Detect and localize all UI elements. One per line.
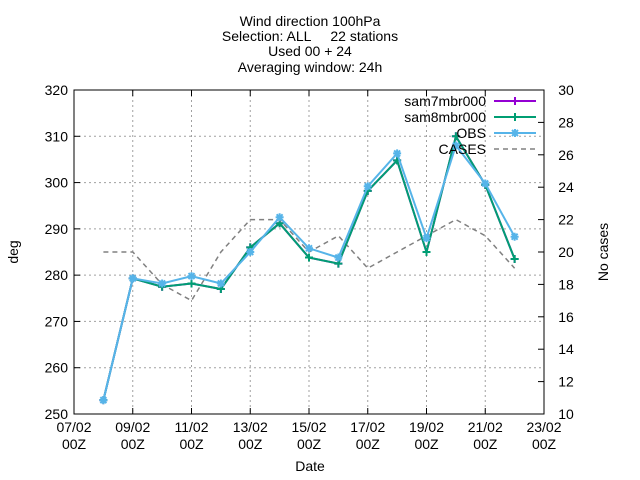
- data-point: [393, 149, 402, 158]
- x-tick-label-hour: 00Z: [473, 436, 498, 452]
- y2-tick-label: 26: [558, 147, 574, 163]
- x-axis-label: Date: [295, 458, 325, 474]
- x-tick-label-hour: 00Z: [179, 436, 204, 452]
- y-tick-label: 250: [45, 406, 69, 422]
- y-tick-label: 290: [45, 221, 69, 237]
- y2-tick-label: 22: [558, 212, 574, 228]
- y2-tick-label: 30: [558, 82, 574, 98]
- data-point: [246, 248, 255, 256]
- data-point: [510, 254, 519, 263]
- x-tick-label-date: 19/02: [409, 419, 444, 435]
- data-point: [363, 182, 372, 191]
- y2-tick-label: 18: [558, 276, 574, 292]
- legend-label: CASES: [439, 141, 486, 157]
- x-tick-label-date: 11/02: [175, 419, 209, 435]
- y2-tick-label: 16: [558, 309, 574, 325]
- x-tick-label-hour: 00Z: [238, 436, 263, 452]
- y-tick-label: 260: [45, 360, 69, 376]
- legend-marker: [511, 129, 519, 137]
- data-point: [510, 232, 519, 241]
- data-point: [305, 253, 313, 262]
- data-point: [275, 213, 284, 222]
- data-point: [305, 244, 313, 253]
- x-tick-label-date: 23/02: [526, 419, 561, 435]
- series-sam8mbr000: [99, 132, 519, 405]
- y-tick-label: 270: [45, 313, 69, 329]
- data-point: [158, 279, 167, 288]
- y-tick-label: 320: [45, 82, 69, 98]
- y2-tick-label: 10: [558, 406, 574, 422]
- y-tick-label: 280: [45, 267, 69, 283]
- data-point: [451, 132, 460, 141]
- data-point: [187, 272, 196, 281]
- data-point: [99, 396, 108, 405]
- x-tick-label-hour: 00Z: [62, 436, 87, 452]
- y2-axis-label: No cases: [595, 223, 611, 281]
- x-tick-label-hour: 00Z: [121, 436, 146, 452]
- y2-tick-label: 24: [558, 179, 574, 195]
- x-tick-label-hour: 00Z: [297, 436, 322, 452]
- x-tick-label-hour: 00Z: [356, 436, 381, 452]
- y2-tick-label: 20: [558, 244, 574, 260]
- series-layer: [99, 132, 519, 405]
- y2-tick-label: 14: [558, 341, 574, 357]
- legend-label: sam7mbr000: [404, 93, 486, 109]
- title-line-3: Used 00 + 24: [268, 43, 352, 59]
- data-point: [451, 141, 460, 150]
- data-point: [216, 279, 225, 288]
- data-point: [481, 179, 490, 188]
- data-point: [128, 274, 137, 283]
- chart-title: Wind direction 100hPa Selection: ALL 22 …: [222, 13, 398, 75]
- series-OBS: [99, 141, 519, 405]
- data-point: [422, 234, 431, 243]
- x-tick-label-date: 13/02: [233, 419, 268, 435]
- x-tick-label-date: 07/02: [56, 419, 91, 435]
- x-tick-label-hour: 00Z: [532, 436, 557, 452]
- y-axis-label: deg: [5, 240, 21, 263]
- title-line-4: Averaging window: 24h: [238, 59, 383, 75]
- x-tick-label-date: 17/02: [350, 419, 385, 435]
- data-point: [422, 248, 431, 256]
- y-tick-label: 310: [45, 128, 69, 144]
- x-tick-label-hour: 00Z: [414, 436, 439, 452]
- x-tick-label-date: 21/02: [468, 419, 503, 435]
- y-tick-label: 300: [45, 175, 69, 191]
- y-axis: 250 260 270 280 290 300 310 320: [45, 82, 80, 422]
- legend-label: sam8mbr000: [404, 109, 486, 125]
- legend-marker: [511, 97, 519, 105]
- y2-tick-label: 28: [558, 114, 574, 130]
- title-line-2: Selection: ALL 22 stations: [222, 28, 398, 44]
- x-axis: 07/0200Z09/0200Z11/0200Z13/0200Z15/0200Z…: [56, 90, 562, 452]
- data-point: [187, 279, 196, 288]
- title-line-1: Wind direction 100hPa: [240, 13, 381, 29]
- data-point: [334, 253, 343, 262]
- x-tick-label-date: 09/02: [115, 419, 150, 435]
- legend-label: OBS: [456, 125, 486, 141]
- x-tick-label-date: 15/02: [291, 419, 326, 435]
- series-sam7mbr000: [99, 132, 519, 405]
- y2-tick-label: 12: [558, 374, 574, 390]
- legend-marker: [511, 113, 519, 121]
- y2-axis: 10 12 14 16 18 20 22 24 26 28 30: [538, 82, 574, 422]
